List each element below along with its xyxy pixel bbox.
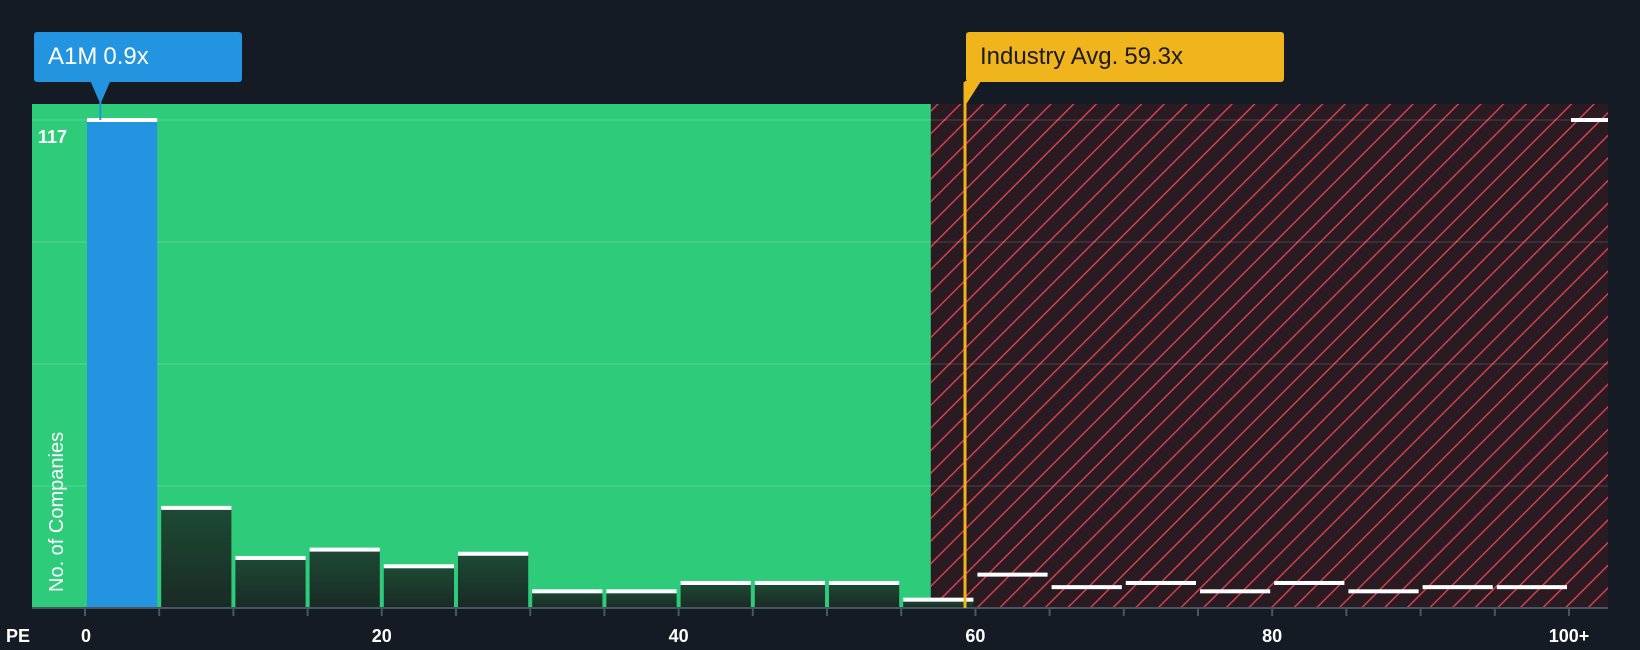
x-axis-ticks: 0 20 40 60 80 100+: [81, 608, 1589, 646]
company-pe-callout: A1M 0.9x: [34, 32, 242, 82]
overvalued-zone-background: [930, 104, 1608, 608]
bar-top-70: [1125, 580, 1196, 585]
company-ticker: A1M: [48, 43, 98, 70]
bar-top-0: [87, 118, 158, 122]
bar-top-95: [1496, 585, 1567, 590]
bar-top-10: [235, 555, 306, 560]
bar-10: [235, 557, 306, 608]
bar-35: [606, 591, 677, 608]
x-tick-label-40: 40: [669, 626, 689, 646]
bar-top-15: [309, 547, 380, 552]
bar-top-5: [161, 505, 232, 510]
industry-average-label: Industry Avg.: [980, 43, 1119, 70]
bar-top-75: [1200, 589, 1271, 594]
y-axis-label: No. of Companies: [46, 432, 68, 592]
bar-top-80: [1274, 580, 1345, 585]
bar-15: [309, 549, 380, 608]
bar-top-40: [680, 580, 751, 585]
bars: [87, 118, 1608, 608]
x-tick-label-100plus: 100+: [1549, 626, 1590, 646]
company-callout-notch: [90, 81, 111, 104]
bar-45: [754, 582, 825, 608]
gridlines: [32, 119, 1608, 487]
bar-top-50: [829, 580, 900, 585]
x-axis-label: PE: [6, 626, 30, 646]
bar-40: [680, 582, 751, 608]
industry-average-value: 59.3x: [1124, 43, 1184, 70]
bar-top-25: [458, 551, 529, 556]
bar-top-60: [977, 572, 1048, 577]
x-tick-label-20: 20: [372, 626, 392, 646]
bar-top-100: [1571, 118, 1608, 122]
bar-5: [161, 507, 232, 608]
bar-top-90: [1422, 585, 1493, 590]
industry-callout-notch: [965, 81, 982, 106]
bar-top-20: [383, 564, 454, 569]
bar-55: [903, 599, 974, 608]
bar-top-65: [1051, 585, 1122, 590]
bar-20: [383, 566, 454, 608]
industry-average-callout: Industry Avg. 59.3x: [966, 32, 1284, 82]
y-max-label: 117: [38, 127, 67, 147]
bar-top-55: [903, 597, 974, 602]
bar-50: [829, 582, 900, 608]
bar-top-35: [606, 589, 677, 594]
bar-30: [532, 591, 603, 608]
bar-0: [87, 120, 158, 608]
x-tick-label-0: 0: [81, 626, 91, 646]
bar-top-30: [532, 589, 603, 594]
company-pe-value: 0.9x: [103, 43, 149, 70]
bar-25: [458, 553, 529, 608]
bar-top-45: [754, 580, 825, 585]
x-tick-label-80: 80: [1262, 626, 1282, 646]
x-tick-label-60: 60: [965, 626, 985, 646]
bar-top-85: [1348, 589, 1419, 594]
